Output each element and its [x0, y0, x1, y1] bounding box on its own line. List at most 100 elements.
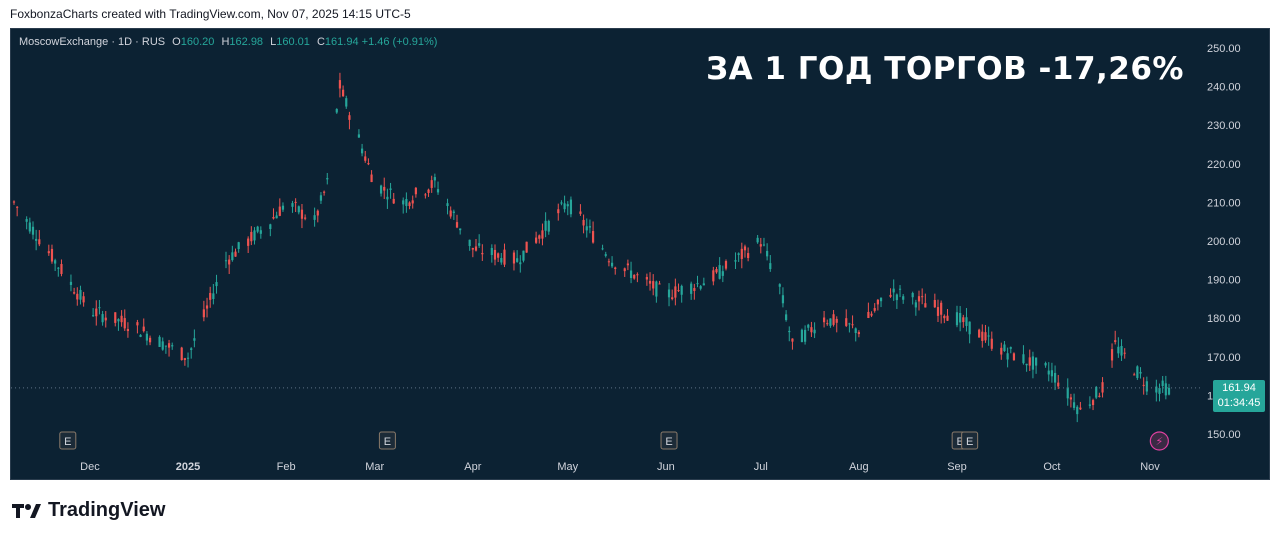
candle-body	[516, 258, 519, 262]
candle-body	[313, 215, 316, 220]
candle-body	[936, 307, 940, 316]
candle-body	[1136, 366, 1139, 378]
candle-body	[123, 318, 126, 329]
candle-body	[822, 317, 826, 323]
candle-body	[522, 250, 525, 261]
candle-body	[148, 337, 152, 343]
candle-body	[788, 330, 791, 333]
candle-body	[803, 329, 807, 342]
candle-body	[826, 323, 829, 325]
candle-body	[95, 308, 98, 317]
candle-body	[807, 324, 810, 328]
candle-body	[256, 226, 259, 232]
candle-body	[835, 318, 838, 323]
x-tick-label: Sep	[947, 461, 967, 473]
earnings-marker-label: E	[64, 436, 71, 448]
candlestick-chart[interactable]: 250.00 240.00 230.00 220.00 210.00 200.00 190.…	[11, 29, 1270, 480]
candle-body	[721, 271, 724, 276]
candle-body	[16, 206, 19, 208]
y-tick-label: 250.00	[1207, 43, 1241, 55]
candle-body	[955, 312, 959, 326]
candle-body	[281, 205, 285, 210]
candle-body	[455, 222, 459, 228]
candle-body	[677, 290, 680, 292]
candle-body	[658, 283, 661, 285]
candle-body	[674, 286, 677, 298]
open-label: O	[172, 36, 181, 48]
candle-body	[25, 219, 28, 222]
candle-body	[98, 307, 101, 309]
tradingview-brand[interactable]: TradingView	[12, 499, 165, 522]
chart-panel[interactable]: 250.00 240.00 230.00 220.00 210.00 200.00 190.…	[10, 28, 1270, 480]
y-tick-label: 210.00	[1207, 197, 1241, 209]
candle-body	[604, 254, 607, 256]
candle-body	[1057, 382, 1060, 387]
candle-body	[364, 156, 367, 161]
candle-body	[696, 283, 699, 285]
candle-body	[142, 326, 145, 332]
candle-body	[424, 194, 427, 196]
candle-body	[291, 203, 294, 207]
candle-body	[946, 315, 949, 321]
candle-body	[1044, 363, 1047, 366]
candle-body	[702, 283, 705, 286]
candle-body	[411, 200, 414, 204]
candle-body	[386, 196, 389, 200]
candle-body	[224, 260, 228, 262]
candle-body	[402, 200, 405, 205]
candle-body	[557, 209, 560, 214]
candle-body	[205, 305, 209, 309]
candle-body	[126, 329, 130, 332]
candle-body	[648, 280, 652, 284]
candle-body	[161, 341, 164, 350]
candle-body	[810, 327, 813, 333]
candle-body	[917, 296, 921, 302]
candle-body	[171, 345, 174, 347]
earnings-marker-label: E	[966, 436, 973, 448]
candle-body	[1025, 363, 1028, 366]
earnings-marker-icon[interactable]	[59, 431, 77, 450]
candle-body	[636, 274, 639, 276]
candle-body	[436, 189, 440, 193]
candle-body	[345, 98, 348, 107]
candle-body	[1133, 374, 1136, 376]
candle-body	[468, 239, 471, 247]
candle-body	[304, 217, 307, 219]
candle-body	[769, 263, 772, 270]
candle-body	[879, 297, 883, 302]
candle-body	[234, 251, 237, 257]
candle-body	[28, 222, 31, 232]
candle-body	[541, 230, 544, 239]
change-value: +1.46 (+0.91%)	[361, 36, 438, 48]
candle-body	[911, 293, 914, 298]
candle-body	[360, 148, 364, 154]
candle-body	[1117, 346, 1120, 354]
dividend-lightning-icon[interactable]	[1149, 431, 1169, 451]
close-value: 161.94	[324, 36, 359, 48]
x-tick-label: Feb	[277, 461, 296, 473]
candle-body	[367, 163, 370, 165]
candle-body	[348, 115, 351, 120]
earnings-marker-icon[interactable]	[378, 431, 396, 450]
candle-body	[870, 313, 873, 316]
candle-body	[759, 244, 762, 247]
earnings-marker-icon[interactable]	[660, 431, 678, 450]
candle-body	[633, 274, 636, 279]
candle-body	[183, 358, 186, 360]
earnings-marker-label: E	[956, 436, 963, 448]
earnings-marker-icon[interactable]	[961, 431, 979, 450]
candle-body	[490, 248, 493, 256]
candle-body	[247, 238, 250, 246]
candle-body	[544, 220, 547, 231]
y-tick-label: 150.00	[1207, 429, 1241, 441]
candle-body	[813, 329, 816, 334]
candle-body	[566, 204, 569, 207]
candle-body	[563, 203, 566, 210]
candle-body	[851, 324, 854, 326]
candle-body	[1164, 383, 1167, 396]
candle-body	[319, 195, 323, 201]
x-tick-label: 2025	[176, 461, 200, 473]
candle-body	[800, 329, 804, 343]
candle-body	[408, 202, 411, 207]
candle-body	[392, 198, 395, 204]
